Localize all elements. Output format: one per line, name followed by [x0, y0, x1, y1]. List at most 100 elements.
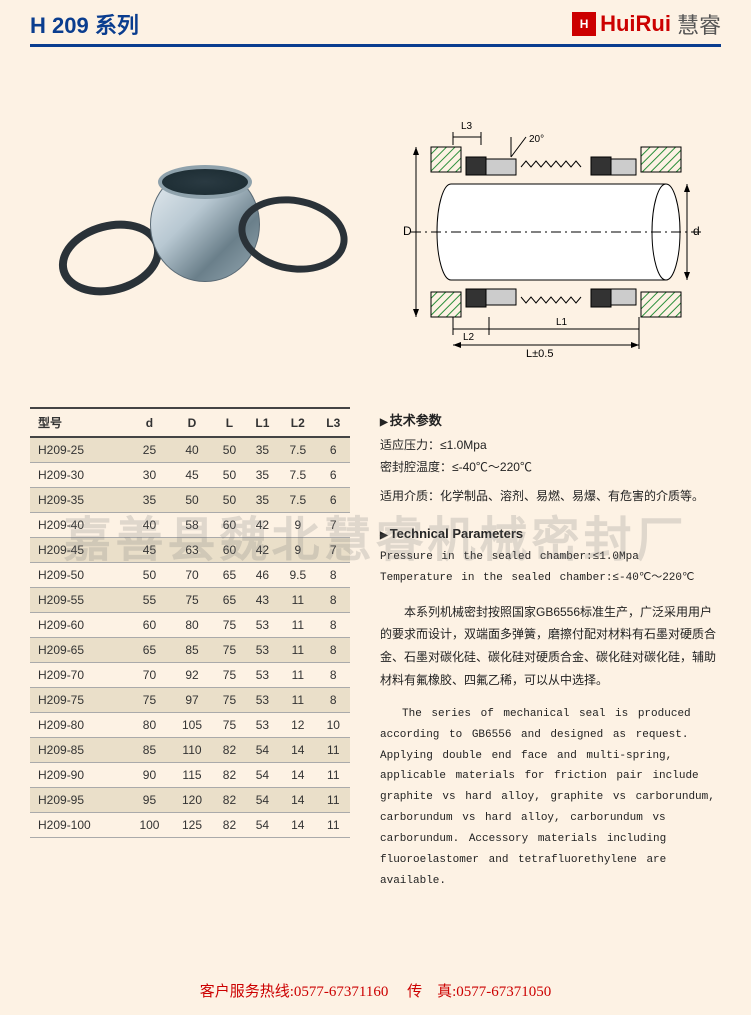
table-cell: 85 — [128, 738, 171, 763]
table-cell: 75 — [213, 638, 245, 663]
table-row: H209-454563604297 — [30, 538, 350, 563]
table-cell: H209-100 — [30, 813, 128, 838]
table-cell: 11 — [279, 588, 316, 613]
table-cell: H209-70 — [30, 663, 128, 688]
en-params-block: Pressure in the sealed chamber:≤1.0Mpa T… — [380, 547, 720, 589]
spec-table: 型号dDLL1L2L3 H209-25254050357.56H209-3030… — [30, 407, 350, 838]
en-pressure: Pressure in the sealed chamber:≤1.0Mpa — [380, 547, 720, 568]
series-title: H 209 系列 — [30, 8, 139, 40]
dim-L3: L3 — [461, 121, 473, 132]
table-cell: 9 — [279, 513, 316, 538]
table-cell: 60 — [128, 613, 171, 638]
table-cell: 60 — [213, 538, 245, 563]
table-row: H209-858511082541411 — [30, 738, 350, 763]
table-cell: 82 — [213, 763, 245, 788]
table-header-cell: d — [128, 408, 171, 437]
table-cell: H209-35 — [30, 488, 128, 513]
dim-L1: L1 — [556, 317, 568, 328]
table-cell: 75 — [171, 588, 214, 613]
table-cell: 11 — [279, 688, 316, 713]
table-cell: 14 — [279, 813, 316, 838]
table-cell: 11 — [317, 738, 350, 763]
table-cell: 80 — [128, 713, 171, 738]
table-cell: 50 — [128, 563, 171, 588]
table-cell: 115 — [171, 763, 214, 788]
table-header-cell: L — [213, 408, 245, 437]
table-cell: 35 — [246, 437, 279, 463]
angle-label: 20° — [529, 134, 544, 145]
brand-cn: 慧睿 — [677, 8, 721, 40]
table-cell: 11 — [279, 638, 316, 663]
table-cell: 90 — [128, 763, 171, 788]
table-cell: 45 — [171, 463, 214, 488]
table-cell: 125 — [171, 813, 214, 838]
table-cell: 8 — [317, 613, 350, 638]
table-cell: H209-65 — [30, 638, 128, 663]
table-cell: 8 — [317, 688, 350, 713]
table-cell: 82 — [213, 788, 245, 813]
table-cell: 25 — [128, 437, 171, 463]
table-cell: 6 — [317, 437, 350, 463]
table-row: H209-6060807553118 — [30, 613, 350, 638]
table-cell: 10 — [317, 713, 350, 738]
table-cell: 30 — [128, 463, 171, 488]
table-cell: 6 — [317, 463, 350, 488]
en-params-title: Technical Parameters — [380, 522, 720, 547]
table-cell: 46 — [246, 563, 279, 588]
seal-top-face — [158, 165, 252, 199]
table-cell: 11 — [317, 763, 350, 788]
table-cell: 54 — [246, 763, 279, 788]
table-cell: H209-30 — [30, 463, 128, 488]
content-row: 型号dDLL1L2L3 H209-25254050357.56H209-3030… — [0, 387, 751, 892]
table-cell: 11 — [279, 663, 316, 688]
table-cell: 82 — [213, 813, 245, 838]
table-cell: 54 — [246, 813, 279, 838]
table-cell: 97 — [171, 688, 214, 713]
table-cell: 11 — [279, 613, 316, 638]
dim-d: d — [693, 224, 700, 238]
table-header-cell: L1 — [246, 408, 279, 437]
table-row: H209-10010012582541411 — [30, 813, 350, 838]
table-cell: 75 — [213, 713, 245, 738]
table-cell: 35 — [128, 488, 171, 513]
cn-temperature: 密封腔温度：≤-40℃～220℃ — [380, 456, 720, 479]
table-row: H209-909011582541411 — [30, 763, 350, 788]
table-cell: 80 — [171, 613, 214, 638]
table-row: H209-30304550357.56 — [30, 463, 350, 488]
table-cell: 58 — [171, 513, 214, 538]
table-cell: 45 — [128, 538, 171, 563]
table-cell: 9.5 — [279, 563, 316, 588]
table-cell: 43 — [246, 588, 279, 613]
table-cell: 7 — [317, 513, 350, 538]
table-cell: 110 — [171, 738, 214, 763]
table-row: H209-404058604297 — [30, 513, 350, 538]
table-cell: 55 — [128, 588, 171, 613]
table-cell: H209-60 — [30, 613, 128, 638]
table-cell: 11 — [317, 813, 350, 838]
table-cell: 50 — [213, 463, 245, 488]
en-temperature: Temperature in the sealed chamber:≤-40℃～… — [380, 568, 720, 589]
table-row: H209-5555756543118 — [30, 588, 350, 613]
table-cell: 40 — [128, 513, 171, 538]
table-row: H209-50507065469.58 — [30, 563, 350, 588]
table-cell: 53 — [246, 638, 279, 663]
table-cell: 63 — [171, 538, 214, 563]
footer-hotline: 0577-67371160 — [294, 984, 388, 1000]
table-row: H209-808010575531210 — [30, 713, 350, 738]
images-row: 20° L3 D d L2 L1 L±0.5 — [0, 47, 751, 387]
table-cell: 100 — [128, 813, 171, 838]
table-cell: 12 — [279, 713, 316, 738]
table-cell: H209-55 — [30, 588, 128, 613]
schematic-drawing: 20° L3 D d L2 L1 L±0.5 — [391, 117, 721, 367]
table-cell: 70 — [128, 663, 171, 688]
table-cell: 53 — [246, 663, 279, 688]
footer-hotline-label: 客户服务热线: — [200, 984, 294, 1000]
table-cell: 7.5 — [279, 488, 316, 513]
table-cell: 9 — [279, 538, 316, 563]
table-cell: 35 — [246, 488, 279, 513]
table-cell: 54 — [246, 738, 279, 763]
cn-params-title: 技术参数 — [380, 409, 720, 434]
en-body: The series of mechanical seal is produce… — [380, 704, 720, 892]
table-cell: 8 — [317, 663, 350, 688]
dim-D: D — [403, 224, 412, 238]
